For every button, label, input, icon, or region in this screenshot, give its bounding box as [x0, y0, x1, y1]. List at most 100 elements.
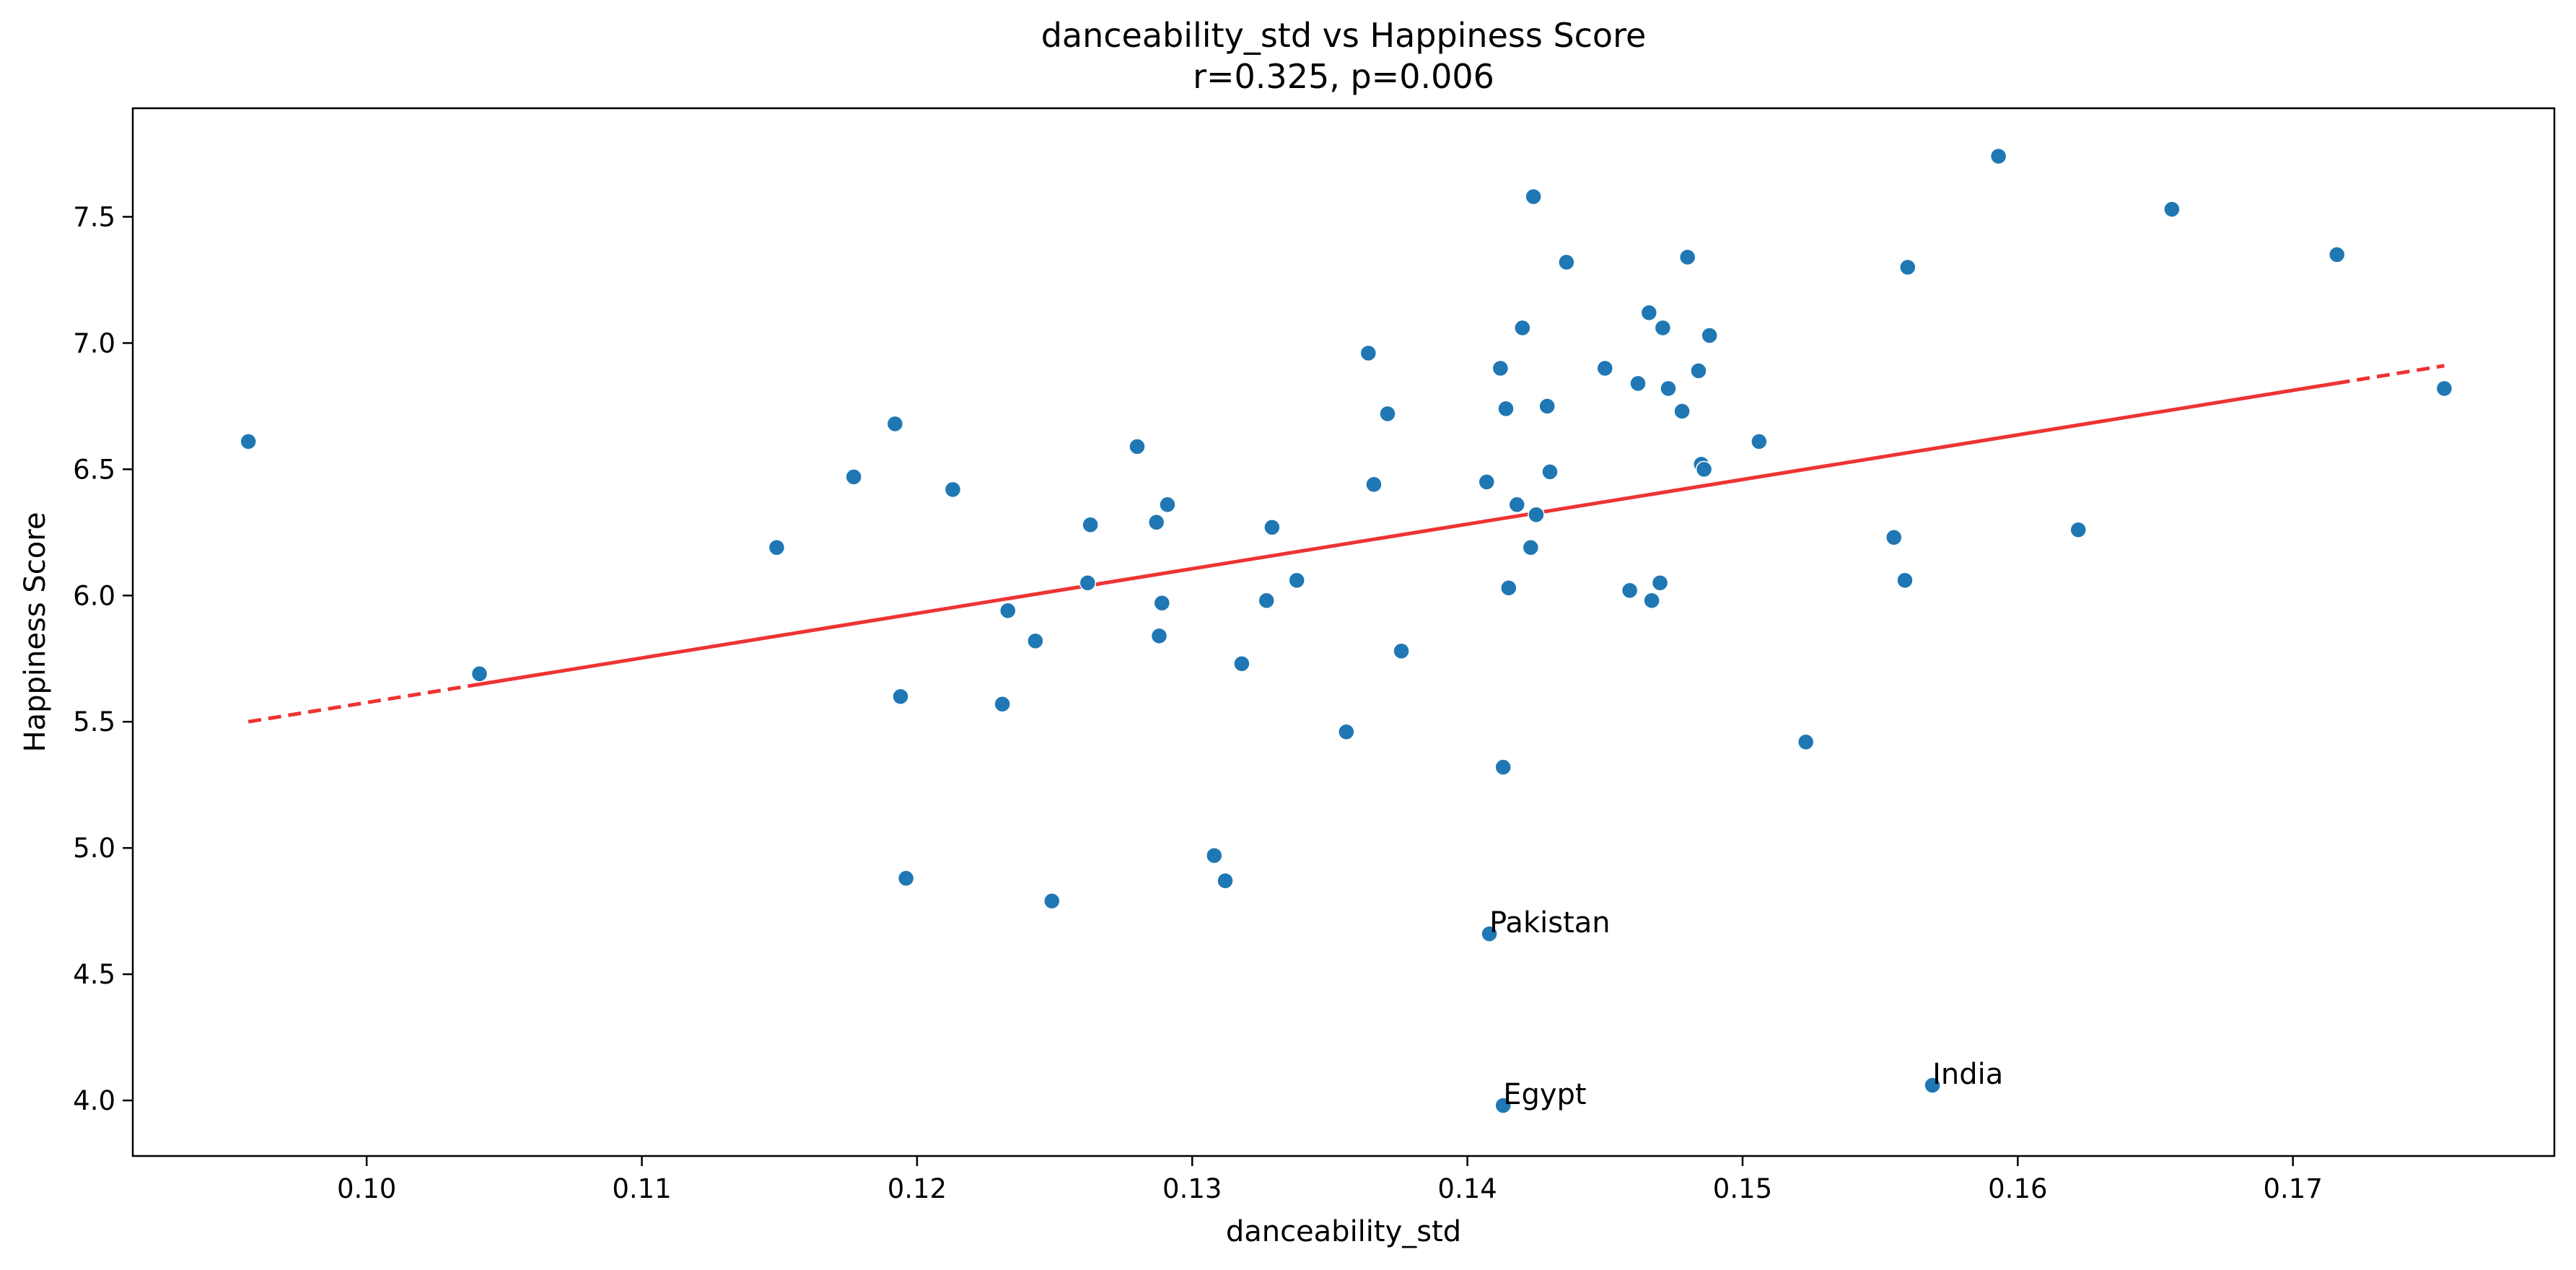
- data-point: [1538, 398, 1556, 415]
- data-point: [1654, 319, 1672, 337]
- data-point: [1522, 539, 1540, 556]
- data-point: [1541, 463, 1559, 481]
- data-point: [1640, 304, 1658, 322]
- data-point: [1896, 572, 1914, 590]
- data-point: [1129, 438, 1146, 455]
- data-point: [768, 539, 786, 556]
- data-point: [1079, 574, 1097, 592]
- data-point: [1596, 359, 1614, 377]
- data-point: [1494, 758, 1512, 776]
- data-point: [1206, 846, 1223, 864]
- x-tick-label: 0.11: [612, 1173, 671, 1204]
- regression-dashed-right: [2336, 364, 2445, 385]
- data-point: [1528, 506, 1545, 524]
- data-point: [1481, 925, 1498, 942]
- data-point: [845, 468, 862, 486]
- data-point: [1497, 400, 1515, 418]
- data-point: [1690, 362, 1707, 380]
- x-tick-label: 0.17: [2264, 1173, 2323, 1204]
- data-point: [1027, 632, 1044, 649]
- data-point: [1660, 380, 1677, 398]
- point-annotation: India: [1932, 1058, 2003, 1091]
- chart-subtitle: r=0.325, p=0.006: [1193, 57, 1494, 96]
- y-tick-label: 5.5: [73, 706, 115, 737]
- x-tick-label: 0.12: [888, 1173, 947, 1204]
- regression-line: [247, 364, 2445, 724]
- data-point: [886, 415, 904, 433]
- data-point: [1678, 248, 1696, 266]
- x-tick-label: 0.15: [1713, 1173, 1772, 1204]
- data-point: [1338, 723, 1355, 740]
- data-point: [1751, 433, 1768, 450]
- data-point: [1491, 359, 1510, 377]
- data-point: [897, 870, 915, 887]
- data-point: [1159, 496, 1176, 514]
- data-point: [1500, 579, 1517, 597]
- data-point: [1288, 572, 1305, 590]
- y-axis-label: Happiness Score: [19, 512, 52, 753]
- data-point: [1153, 595, 1171, 612]
- data-point: [1695, 460, 1713, 478]
- data-point: [892, 688, 909, 705]
- data-point: [2328, 246, 2346, 263]
- data-point: [1924, 1077, 1941, 1094]
- x-tick-label: 0.13: [1162, 1173, 1222, 1204]
- y-tick-label: 6.5: [73, 454, 115, 485]
- data-point: [1621, 582, 1639, 600]
- data-point: [1797, 733, 1815, 750]
- y-tick-label: 4.0: [73, 1085, 115, 1116]
- data-point: [1558, 253, 1575, 271]
- data-point: [994, 695, 1011, 713]
- data-point: [2163, 201, 2181, 218]
- data-point: [1263, 519, 1281, 536]
- x-axis-ticks: 0.10 0.11 0.12 0.13 0.14 0.15 0.16 0.17: [337, 1156, 2323, 1204]
- data-point: [1217, 872, 1234, 890]
- data-point: [1233, 654, 1250, 673]
- data-point: [1494, 1097, 1512, 1114]
- data-point: [1673, 403, 1691, 420]
- data-point: [1150, 627, 1168, 644]
- plot-area: 0.10 0.11 0.12 0.13 0.14 0.15 0.16 0.17 4.0 4.5 5…: [73, 107, 2556, 1204]
- x-tick-label: 0.10: [337, 1173, 396, 1204]
- data-point: [1379, 405, 1396, 423]
- data-points: [240, 147, 2453, 1114]
- data-point: [1899, 258, 1916, 276]
- data-point: [2435, 380, 2453, 398]
- data-point: [470, 665, 489, 683]
- data-point: [1393, 642, 1410, 660]
- data-point: [1885, 529, 1903, 546]
- data-point: [240, 433, 257, 450]
- data-point: [1514, 319, 1531, 337]
- data-point: [999, 602, 1017, 620]
- point-annotation: Pakistan: [1489, 906, 1611, 940]
- data-point: [1989, 147, 2007, 165]
- chart-title: danceability_std vs Happiness Score: [1041, 16, 1647, 55]
- data-point: [1508, 496, 1526, 514]
- data-point: [1651, 574, 1669, 592]
- y-tick-label: 7.5: [73, 201, 115, 232]
- data-point: [2069, 521, 2087, 539]
- axes-frame: [131, 107, 2556, 1157]
- data-point: [1643, 592, 1660, 610]
- y-tick-label: 5.0: [73, 833, 115, 864]
- point-annotation: Egypt: [1503, 1078, 1586, 1111]
- y-axis-ticks: 4.0 4.5 5.0 5.5 6.0 6.5 7.0 7.5: [73, 201, 133, 1116]
- y-tick-label: 6.0: [73, 580, 115, 611]
- data-point: [1258, 592, 1275, 610]
- data-point: [1629, 375, 1647, 393]
- data-point: [1701, 327, 1718, 344]
- x-axis-label: danceability_std: [1226, 1215, 1461, 1248]
- data-point: [1365, 476, 1383, 494]
- data-point: [1525, 188, 1542, 206]
- regression-solid: [479, 381, 2338, 686]
- y-tick-label: 4.5: [73, 959, 115, 990]
- x-tick-label: 0.14: [1437, 1173, 1497, 1204]
- data-point: [944, 481, 962, 499]
- data-point: [1082, 516, 1099, 534]
- data-point: [1043, 892, 1061, 910]
- y-tick-label: 7.0: [73, 328, 115, 359]
- point-annotations: Pakistan Egypt India: [1489, 906, 2003, 1111]
- data-point: [1147, 514, 1165, 531]
- data-point: [1359, 344, 1377, 362]
